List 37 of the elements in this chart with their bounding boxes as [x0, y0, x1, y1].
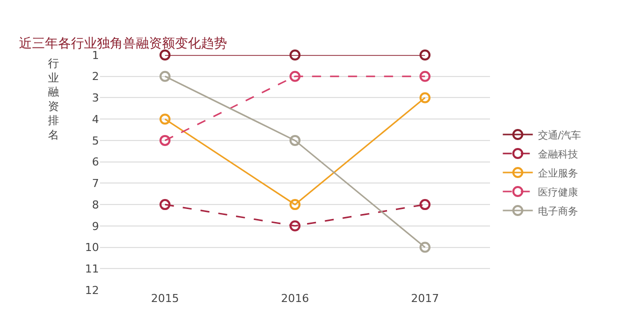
y-tick-label: 8: [92, 198, 99, 212]
point: [420, 70, 430, 82]
point: [420, 92, 430, 104]
y-tick-label: 4: [92, 112, 99, 126]
point: [160, 70, 170, 82]
legend-label: 医疗健康: [538, 186, 578, 198]
point: [160, 134, 170, 146]
y-tick-label: 10: [85, 241, 99, 254]
point: [290, 70, 300, 82]
y-tick-label: 11: [85, 262, 99, 276]
point: [420, 199, 430, 210]
point: [290, 220, 300, 232]
point: [420, 50, 430, 60]
x-tick-label: 2017: [411, 292, 439, 305]
y-tick-label: 12: [85, 284, 99, 297]
y-axis-title: 行业融资排名: [48, 57, 59, 142]
y-tick-label: 3: [92, 92, 99, 105]
x-tick-label: 2016: [281, 292, 309, 305]
point: [290, 134, 300, 146]
y-tick-label: 6: [92, 156, 99, 169]
point: [160, 199, 170, 210]
point: [290, 199, 300, 210]
y-tick-label: 2: [92, 70, 99, 84]
legend-label: 金融科技: [538, 148, 578, 160]
point: [160, 50, 170, 60]
chart-title: 近三年各行业独角兽融资额变化趋势: [19, 36, 228, 52]
point: [420, 242, 430, 253]
y-tick-label: 1: [92, 48, 99, 62]
legend-label: 交通/汽车: [538, 129, 582, 142]
legend-label: 企业服务: [538, 167, 578, 180]
y-tick-label: 9: [92, 220, 99, 233]
y-tick-label: 7: [92, 177, 99, 190]
point: [160, 114, 170, 125]
y-tick-label: 5: [92, 134, 99, 148]
x-tick-label: 2015: [151, 292, 179, 305]
legend-label: 电子商务: [538, 205, 578, 218]
point: [290, 50, 300, 60]
